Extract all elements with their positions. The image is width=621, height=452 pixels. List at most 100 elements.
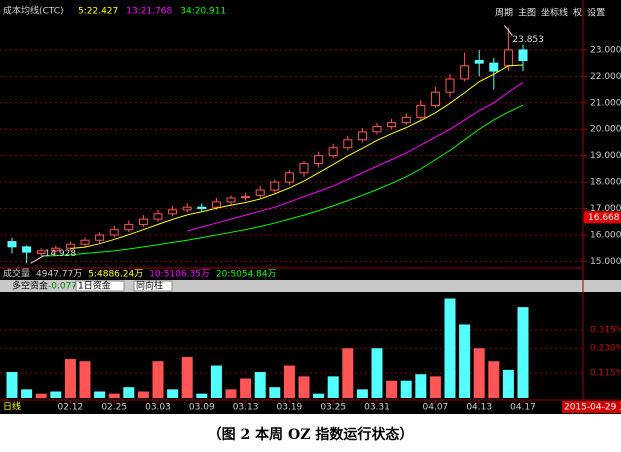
toolbar-button[interactable]: 坐标线 — [541, 7, 568, 19]
x-tick-label: 03.25 — [320, 403, 346, 413]
toolbar-button[interactable]: 周期 — [495, 8, 513, 19]
candle-body — [489, 62, 499, 72]
candle-body — [80, 239, 90, 245]
bar — [269, 387, 281, 398]
candle-body — [124, 223, 134, 231]
bar — [327, 376, 339, 398]
ma-line — [41, 104, 524, 257]
bar — [21, 389, 33, 398]
y-tick-label: 18.000 — [590, 178, 621, 188]
bar — [342, 348, 354, 398]
x-tick-label: 04.13 — [466, 403, 492, 413]
dropdown-label[interactable]: 同向柱 — [136, 280, 163, 292]
volume-header: 成交量 — [3, 268, 30, 280]
annotation-arrow — [504, 25, 513, 36]
candle-body — [36, 250, 46, 254]
candle-body — [153, 213, 163, 220]
bar — [210, 365, 222, 398]
bar — [79, 361, 91, 398]
x-tick-label: 03.31 — [364, 403, 390, 413]
candle-body — [22, 246, 32, 253]
y-tick-label: 0.315% — [590, 325, 621, 335]
price-marker-label: 16.668 — [588, 213, 620, 223]
bar — [167, 389, 179, 398]
volume-header: 5:4886.24万 — [88, 270, 143, 280]
bar — [371, 348, 383, 398]
y-tick-label: 17.000 — [590, 204, 621, 214]
bar — [400, 380, 412, 398]
x-tick-label: 03.03 — [145, 403, 171, 413]
y-tick-label: 15.000 — [590, 257, 621, 267]
candle-body — [182, 206, 192, 211]
candle-body — [314, 155, 324, 165]
bar — [108, 393, 120, 398]
bar — [283, 365, 295, 398]
candle-body — [343, 139, 353, 149]
bar — [444, 298, 456, 398]
bar — [459, 324, 471, 398]
candle-body — [95, 234, 105, 241]
bar — [64, 359, 76, 398]
candle-body — [372, 126, 382, 133]
candle-body — [430, 91, 440, 106]
bar — [473, 348, 485, 398]
dropdown-label[interactable]: 1日资金 — [78, 280, 111, 292]
bar — [254, 372, 266, 398]
bar — [50, 391, 62, 398]
candle-body — [416, 104, 426, 118]
candle-body — [241, 196, 251, 199]
x-tick-label: 04.07 — [423, 403, 449, 413]
candle-body — [109, 229, 119, 236]
dropdown[interactable] — [133, 280, 173, 292]
annotation-arrow — [30, 254, 45, 264]
bar — [356, 389, 368, 398]
bar — [240, 378, 252, 398]
bar — [488, 361, 500, 398]
y-tick-label: 0.115% — [590, 369, 621, 379]
period-label: 日线 — [3, 401, 21, 413]
x-tick-label: 03.09 — [189, 403, 215, 413]
caption: （图 2 本周 OZ 指数运行状态） — [207, 427, 414, 443]
legend-entry: 13:21.768 — [126, 7, 172, 17]
y-tick-label: 20.000 — [590, 125, 621, 135]
bar — [152, 361, 164, 398]
candle-body — [255, 189, 265, 196]
volume-header: 20:5054.84万 — [216, 270, 277, 280]
legend-entry: 34:20.911 — [180, 7, 226, 17]
bar — [181, 356, 193, 398]
candle-body — [65, 243, 75, 249]
candle-body — [299, 163, 309, 174]
bar — [196, 393, 208, 398]
bar — [94, 391, 106, 398]
candle-body — [7, 241, 17, 248]
bar — [429, 376, 441, 398]
dropdown[interactable] — [75, 280, 125, 292]
annotation: 14.928 — [45, 249, 77, 259]
candle-body — [518, 49, 528, 62]
toolbar-button[interactable]: 设置 — [587, 8, 605, 19]
date-label: 2015-04-29 三 — [564, 403, 621, 413]
bar — [35, 393, 47, 398]
candle-body — [138, 218, 148, 225]
candle-body — [387, 122, 397, 128]
x-tick-label: 02.12 — [58, 403, 84, 413]
y-tick-label: 22.000 — [590, 72, 621, 82]
chart: 成本均线(CTC) 5:22.427 13:21.768 34:20.911 周期 主图… — [0, 0, 621, 414]
indicator-title: 多空资金 — [12, 280, 48, 292]
x-tick-label: 03.19 — [277, 403, 303, 413]
annotation: 23.853 — [512, 35, 544, 45]
bar — [386, 380, 398, 398]
candle-body — [445, 78, 455, 93]
legend-entry: 5:22.427 — [78, 7, 118, 17]
date-box — [562, 401, 621, 413]
toolbar-button[interactable]: 权 — [573, 7, 582, 19]
toolbar-button[interactable]: 主图 — [518, 7, 536, 19]
candle-body — [474, 60, 484, 64]
candle-body — [226, 197, 236, 203]
bar — [225, 389, 237, 398]
candle-body — [328, 147, 338, 157]
bar — [415, 374, 427, 398]
y-tick-label: 19.000 — [590, 151, 621, 161]
candle-body — [284, 172, 294, 183]
